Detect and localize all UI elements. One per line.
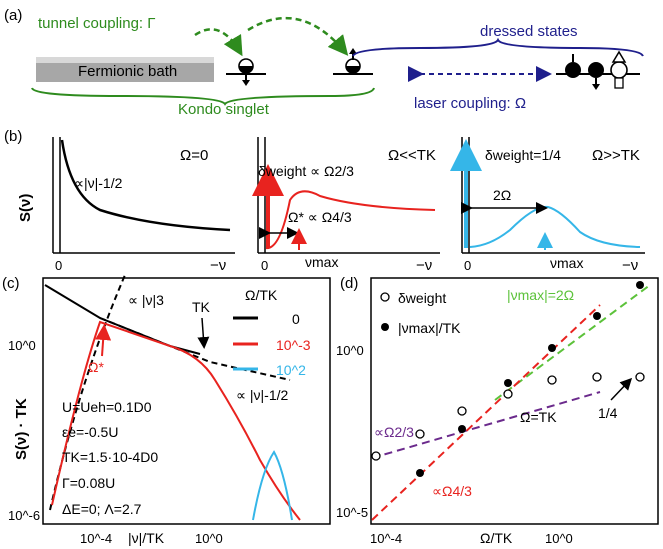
svg-text:∝|ν|-1/2: ∝|ν|-1/2 (74, 175, 123, 191)
kondo-brace (31, 87, 375, 106)
svg-text:Ω<<TK: Ω<<TK (388, 147, 436, 164)
svg-text:10^0: 10^0 (195, 531, 223, 546)
svg-text:1/4: 1/4 (598, 405, 618, 421)
subplot-omega-small: Ω<<TK δweight ∝ Ω2/3 Ω* ∝ Ω4/3 νmax 0 −ν (252, 137, 440, 274)
panel-d-label: (d) (340, 275, 358, 292)
svg-text:δweight ∝ Ω2/3: δweight ∝ Ω2/3 (258, 163, 354, 179)
svg-text:ΔE=0; Λ=2.7: ΔE=0; Λ=2.7 (62, 501, 142, 517)
svg-text:Ω*: Ω* (88, 359, 104, 375)
asymptote-nu-half (99, 317, 291, 381)
curve-omega-1e-3 (51, 320, 301, 521)
panel-c: (c) S(ν) · TK 10^0 10^-6 10^-4 |ν|/TK 10… (2, 274, 331, 546)
dressed-brace (352, 37, 644, 57)
panel-b-label: (b) (4, 128, 22, 145)
svg-text:10^0: 10^0 (8, 338, 36, 353)
svg-text:∝ |ν|3: ∝ |ν|3 (128, 292, 164, 308)
subplot-omega-zero: Ω=0 ∝|ν|-1/2 0 −ν (52, 137, 235, 274)
svg-text:−ν: −ν (210, 257, 226, 274)
svg-text:0: 0 (261, 258, 268, 273)
tunnel-arrow-2 (247, 16, 349, 56)
panel-d: (d) 10^0 10^-5 10^-4 Ω/TK 10^0 (336, 275, 659, 546)
svg-text:νmax: νmax (550, 255, 583, 271)
panel-c-legend: 0 10^-3 10^2 (233, 311, 311, 378)
svg-text:Γ=0.08U: Γ=0.08U (62, 475, 115, 491)
svg-text:0: 0 (55, 258, 62, 273)
kondo-singlet-label: Kondo singlet (178, 101, 270, 118)
svg-text:10^0: 10^0 (336, 343, 364, 358)
panel-c-label: (c) (2, 275, 20, 292)
svg-text:TK=1.5·10-4D0: TK=1.5·10-4D0 (62, 449, 158, 465)
panel-d-legend: δweight |νmax|/TK (380, 290, 461, 336)
dressed-state-sites (556, 50, 640, 90)
svg-text:∝ |ν|-1/2: ∝ |ν|-1/2 (236, 387, 289, 403)
fit-numax-2omega (494, 284, 651, 401)
svg-text:2Ω: 2Ω (493, 187, 511, 203)
svg-text:−ν: −ν (416, 257, 432, 274)
panel-a: (a) tunnel coupling: Γ Fermionic bath Ko… (4, 7, 644, 118)
svg-text:−ν: −ν (622, 257, 638, 274)
tunnel-coupling-label: tunnel coupling: Γ (38, 15, 156, 32)
panel-d-frame (370, 277, 659, 525)
delta-weight-points (371, 372, 645, 461)
laser-coupling-label: laser coupling: Ω (414, 95, 526, 112)
svg-text:Ω/TK: Ω/TK (245, 287, 278, 303)
svg-text:Ω* ∝ Ω4/3: Ω* ∝ Ω4/3 (288, 209, 352, 225)
impurity-site-1 (226, 58, 266, 86)
fermionic-bath-label: Fermionic bath (78, 63, 177, 80)
svg-text:δweight: δweight (398, 290, 446, 306)
svg-text:TK: TK (192, 299, 211, 315)
fit-omega-4-3 (371, 304, 601, 521)
svg-text:10^0: 10^0 (545, 531, 573, 546)
svg-text:Ω=0: Ω=0 (180, 147, 208, 164)
svg-text:0: 0 (464, 258, 471, 273)
svg-text:∝Ω2/3: ∝Ω2/3 (374, 424, 414, 440)
svg-text:U=Ueh=0.1D0: U=Ueh=0.1D0 (62, 399, 152, 415)
svg-text:10^-4: 10^-4 (370, 531, 402, 546)
svg-text:10^-6: 10^-6 (8, 508, 40, 523)
panel-c-frame (42, 277, 331, 525)
svg-text:∝Ω4/3: ∝Ω4/3 (432, 483, 472, 499)
svg-text:|νmax|=2Ω: |νmax|=2Ω (507, 287, 574, 303)
svg-text:10^-3: 10^-3 (276, 337, 311, 353)
curve-omega-0 (44, 284, 201, 355)
svg-text:0: 0 (292, 311, 300, 327)
panel-b-ylabel: S(ν) (17, 194, 34, 222)
sub1-curve (60, 139, 231, 232)
impurity-site-2 (333, 48, 373, 75)
svg-text:10^-5: 10^-5 (336, 505, 368, 520)
fit-omega-2-3 (371, 391, 601, 459)
svg-text:10^-4: 10^-4 (80, 531, 112, 546)
dressed-states-label: dressed states (480, 23, 578, 40)
svg-text:Ω/TK: Ω/TK (480, 530, 513, 546)
numax-points (416, 281, 644, 477)
svg-text:Ω>>TK: Ω>>TK (592, 147, 640, 164)
svg-text:10^2: 10^2 (276, 362, 306, 378)
subplot-omega-large: Ω>>TK δweight=1/4 2Ω νmax 0 −ν (450, 137, 645, 274)
sub3-curve (469, 205, 641, 248)
svg-text:εe=-0.5U: εe=-0.5U (62, 424, 118, 440)
tunnel-arrow-1 (194, 28, 243, 57)
curve-omega-1e2 (252, 450, 293, 521)
svg-text:νmax: νmax (305, 254, 338, 270)
svg-text:|νmax|/TK: |νmax|/TK (398, 320, 461, 336)
svg-text:Ω=TK: Ω=TK (520, 409, 557, 425)
panel-c-params: U=Ueh=0.1D0 εe=-0.5U TK=1.5·10-4D0 Γ=0.0… (62, 399, 158, 517)
svg-text:δweight=1/4: δweight=1/4 (485, 147, 561, 163)
panel-b: (b) S(ν) Ω=0 ∝|ν|-1/2 0 −ν Ω<<TK δweight… (4, 128, 645, 274)
panel-c-ylabel: S(ν) · TK (13, 398, 30, 460)
svg-text:|ν|/TK: |ν|/TK (128, 530, 165, 546)
panel-a-label: (a) (4, 7, 22, 24)
